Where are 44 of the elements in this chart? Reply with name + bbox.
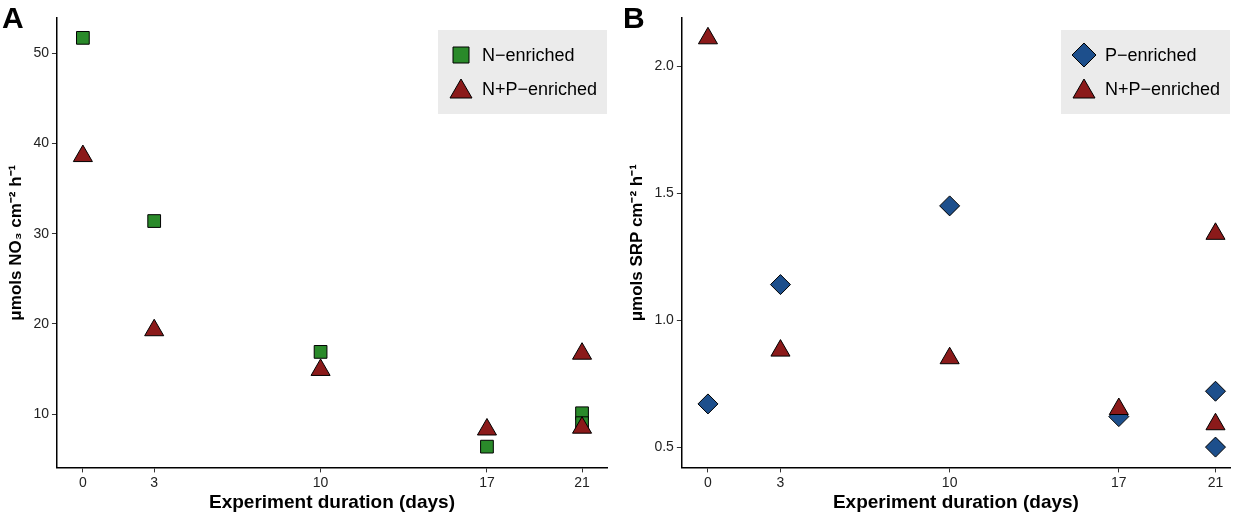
chart-title: B: [623, 1, 645, 35]
legend-label: N+P−enriched: [1104, 78, 1220, 100]
chart-title: A: [2, 1, 24, 35]
x-tick-label: 21: [574, 473, 591, 490]
x-tick-label: 21: [1207, 473, 1224, 490]
legend-label: N−enriched: [481, 44, 575, 66]
y-tick-label: 50: [33, 44, 50, 61]
legend-label: P−enriched: [1104, 44, 1197, 66]
y-axis-title: μmols SRP cm⁻² h⁻¹: [626, 163, 646, 322]
y-tick-label: 20: [33, 314, 50, 331]
point: [1205, 222, 1226, 240]
x-axis-title: Experiment duration (days): [832, 490, 1079, 512]
point: [144, 318, 165, 337]
x-tick-label: 10: [312, 473, 329, 490]
point: [1205, 380, 1226, 402]
point: [1205, 436, 1226, 458]
y-tick-label: 40: [33, 134, 50, 151]
x-tick-label: 3: [150, 473, 159, 490]
x-tick-label: 0: [704, 473, 713, 490]
x-axis-title: Experiment duration (days): [208, 490, 455, 512]
y-tick-label: 2.0: [654, 57, 675, 74]
x-tick-label: 3: [776, 473, 785, 490]
y-tick-label: 1.5: [654, 184, 675, 201]
point: [72, 144, 93, 163]
x-tick-label: 0: [78, 473, 87, 490]
legend-label: N+P−enriched: [481, 78, 597, 100]
point: [697, 393, 719, 415]
point: [310, 358, 331, 376]
point: [572, 416, 593, 434]
x-tick-label: 10: [941, 473, 958, 490]
x-tick-label: 17: [479, 473, 495, 490]
point: [697, 26, 718, 45]
point: [939, 195, 961, 217]
y-tick-label: 30: [33, 224, 50, 241]
y-tick-label: 0.5: [654, 437, 675, 454]
point: [76, 30, 90, 45]
y-tick-label: 10: [33, 405, 50, 422]
point: [147, 214, 162, 228]
point: [476, 418, 497, 436]
x-tick-label: 17: [1111, 473, 1127, 490]
y-tick-label: 1.0: [654, 311, 675, 327]
y-axis-title: μmols NO₃ cm⁻² h⁻¹: [5, 164, 25, 321]
point: [572, 342, 593, 360]
point: [769, 274, 791, 296]
